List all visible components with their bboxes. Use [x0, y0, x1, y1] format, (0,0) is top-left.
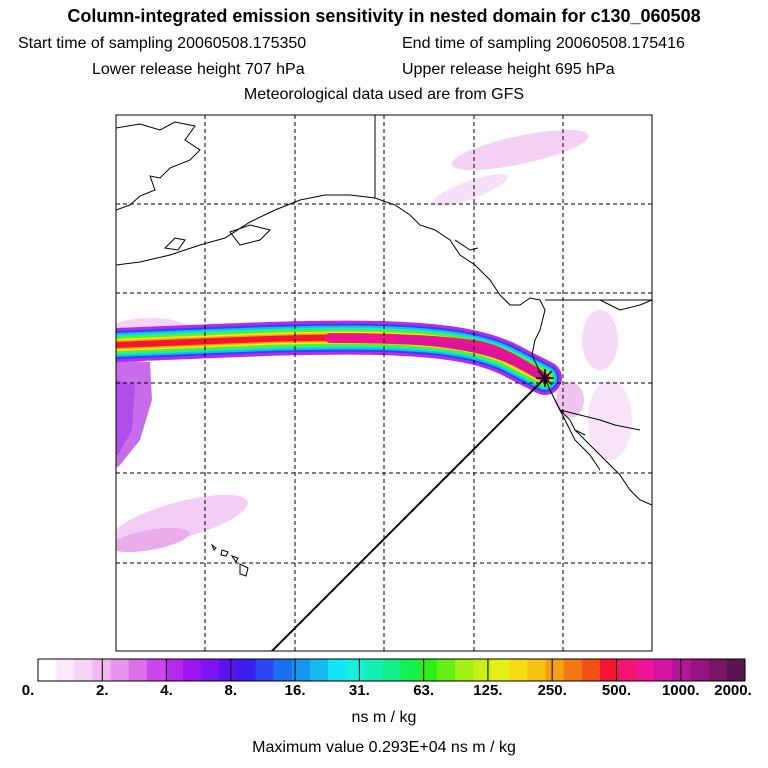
color-bar-tick-label: 8. — [224, 682, 238, 699]
color-bar-segment — [255, 659, 275, 681]
end-time-label: End time of sampling 20060508.175416 — [402, 35, 685, 52]
color-bar-segment — [183, 659, 202, 681]
color-bar-segment — [364, 659, 383, 681]
color-bar-segment — [382, 659, 402, 681]
color-bar-segment — [110, 659, 130, 681]
color-bar-tick-label: 1000. — [661, 682, 700, 699]
map-content — [116, 115, 652, 651]
color-bar-segment — [201, 659, 220, 681]
color-bar-segment — [527, 659, 547, 681]
color-bar-segment — [618, 659, 637, 681]
color-bar-segment — [328, 659, 347, 681]
color-bar-tick-label: 4. — [160, 682, 173, 699]
color-bar-segment — [38, 659, 57, 681]
color-bar-segment — [708, 659, 728, 681]
color-bar-segment — [400, 659, 420, 681]
color-bar-segment — [219, 659, 238, 681]
color-bar-segment — [436, 659, 456, 681]
plume — [116, 320, 562, 395]
met-data-label: Meteorological data used are from GFS — [243, 86, 525, 103]
color-bar-tick-label: 500. — [601, 682, 632, 699]
color-bar-segment — [654, 659, 673, 681]
map-frame — [115, 114, 653, 652]
color-bar-segment — [56, 659, 75, 681]
color-bar-segment — [418, 659, 438, 681]
color-bar-tick-label: 63. — [413, 682, 435, 699]
color-bar-tick-label: 125. — [473, 682, 503, 699]
color-bar-tick-label: 250. — [537, 682, 567, 699]
color-bar-segment — [92, 659, 112, 681]
color-bar-segment — [491, 659, 510, 681]
color-bar-segment — [473, 659, 492, 681]
release-point-marker — [536, 369, 554, 387]
color-bar-segment — [672, 659, 692, 681]
upper-release-label: Upper release height 695 hPa — [402, 61, 615, 78]
color-bar-segment — [545, 659, 565, 681]
color-bar-tick-label: 2. — [96, 682, 109, 699]
color-bar-segment — [273, 659, 293, 681]
color-bar-segment — [146, 659, 166, 681]
color-bar-segment — [309, 659, 329, 681]
lower-release-label: Lower release height 707 hPa — [92, 61, 305, 78]
color-bar-segment — [74, 659, 93, 681]
color-bar-segment — [599, 659, 619, 681]
color-bar-segment — [581, 659, 601, 681]
color-bar-segment — [636, 659, 655, 681]
color-bar-segment — [563, 659, 583, 681]
color-bar-tick-label: 16. — [284, 682, 306, 699]
color-bar-segment — [509, 659, 528, 681]
color-bar-segment — [237, 659, 257, 681]
start-time-label: Start time of sampling 20060508.175350 — [18, 35, 307, 52]
color-bar-segment — [291, 659, 311, 681]
color-bar — [37, 658, 746, 682]
color-bar-segment — [346, 659, 365, 681]
color-bar-segment — [690, 659, 710, 681]
color-bar-tick-label: 2000. — [714, 682, 752, 699]
low-sensitivity-patches — [116, 130, 632, 553]
color-bar-frame — [37, 658, 746, 682]
color-bar-segment — [454, 659, 474, 681]
units-label: ns m / kg — [351, 709, 417, 726]
plot-title: Column-integrated emission sensitivity i… — [67, 6, 701, 26]
color-bar-segment — [128, 659, 148, 681]
color-bar-segment — [726, 659, 746, 681]
pointer-line — [271, 377, 546, 651]
color-bar-tick-label: 0. — [21, 682, 35, 699]
color-bar-segment — [164, 659, 184, 681]
color-bar-tick-label: 31. — [348, 682, 370, 699]
maximum-value-label: Maximum value 0.293E+04 ns m / kg — [252, 739, 516, 756]
graticule — [116, 115, 652, 651]
